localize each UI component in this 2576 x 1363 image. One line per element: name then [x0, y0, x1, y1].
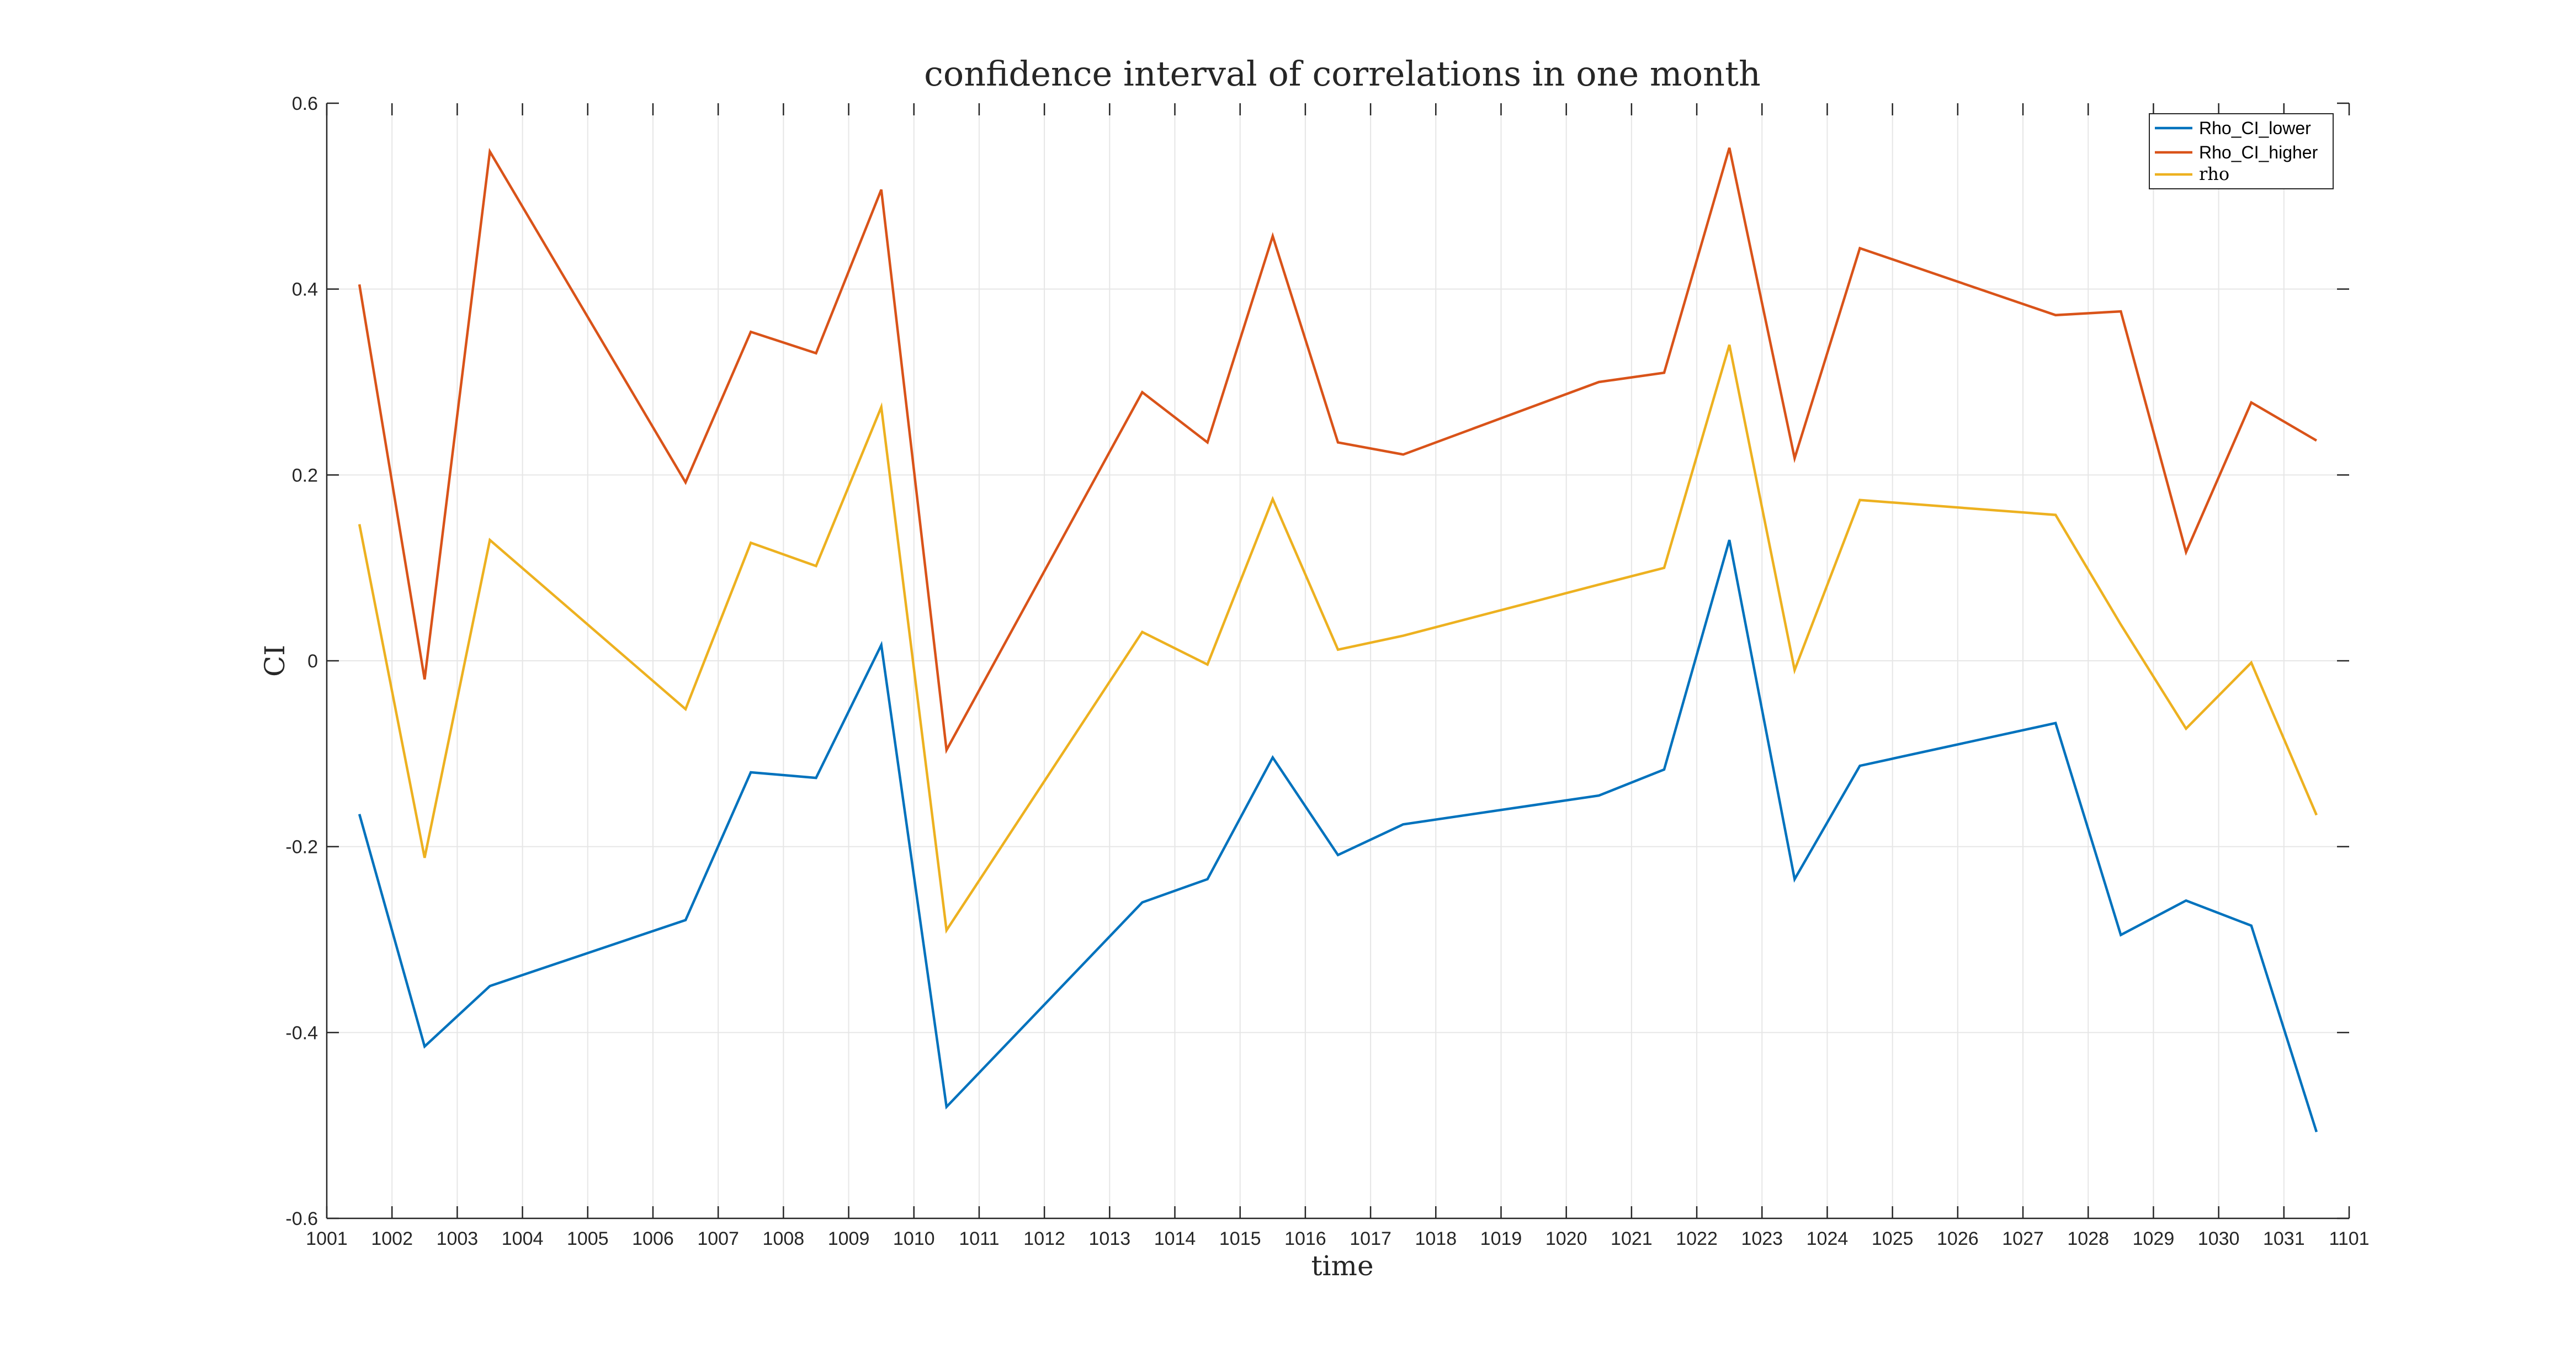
x-tick-label: 1012	[1023, 1228, 1065, 1249]
x-tick-label: 1015	[1219, 1228, 1261, 1249]
x-tick-label: 1003	[437, 1228, 479, 1249]
x-tick-label: 1013	[1089, 1228, 1131, 1249]
legend-label-rho-ci-lower: Rho_CI_lower	[2199, 118, 2311, 138]
x-tick-label: 1011	[959, 1228, 999, 1249]
y-tick-label: -0.2	[285, 837, 318, 858]
x-tick-label: 1025	[1872, 1228, 1914, 1249]
x-tick-label: 1019	[1480, 1228, 1522, 1249]
x-tick-label: 1001	[306, 1228, 348, 1249]
x-tick-label: 1005	[567, 1228, 609, 1249]
x-tick-label: 1007	[697, 1228, 739, 1249]
tick-layer: 1001 1002 1003 1004 1005 1006 1007 1008 1009 1010…	[285, 93, 2369, 1249]
x-axis-label: time	[1311, 1250, 1373, 1282]
legend: Rho_CI_lower Rho_CI_higher rho	[2149, 113, 2334, 189]
x-tick-label: 1014	[1154, 1228, 1196, 1249]
x-tick-label: 1028	[2067, 1228, 2109, 1249]
y-tick-label: -0.6	[285, 1208, 318, 1229]
x-tick-label: 1027	[2002, 1228, 2044, 1249]
x-tick-label: 1030	[2198, 1228, 2240, 1249]
y-tick-label: 0.2	[292, 465, 318, 486]
y-tick-label: 0	[307, 651, 318, 672]
legend-label-rho: rho	[2199, 163, 2229, 184]
x-tick-label: 1026	[1937, 1228, 1979, 1249]
x-tick-label: 1004	[502, 1228, 544, 1249]
series-line-rho-ci-lower	[358, 539, 2318, 1133]
y-tick-label: 0.6	[292, 93, 318, 114]
y-axis-label: CI	[259, 645, 291, 677]
y-tick-label: -0.4	[285, 1022, 318, 1043]
x-tick-label: 1008	[763, 1228, 805, 1249]
series-line-rho	[358, 344, 2318, 934]
x-tick-label: 1017	[1350, 1228, 1391, 1249]
x-tick-label: 1029	[2133, 1228, 2175, 1249]
x-tick-label: 1023	[1741, 1228, 1783, 1249]
series-line-rho-ci-higher	[358, 147, 2318, 754]
legend-label-rho-ci-higher: Rho_CI_higher	[2199, 142, 2318, 162]
x-tick-label: 1010	[893, 1228, 935, 1249]
x-tick-label: 1016	[1284, 1228, 1326, 1249]
x-tick-label: 1101	[2329, 1228, 2369, 1249]
x-tick-label: 1022	[1676, 1228, 1718, 1249]
chart-title: confidence interval of correlations in o…	[924, 54, 1761, 94]
x-tick-label: 1021	[1611, 1228, 1653, 1249]
x-tick-label: 1031	[2263, 1228, 2305, 1249]
series-layer	[358, 147, 2318, 1133]
grid-layer	[327, 103, 2349, 1218]
y-tick-label: 0.4	[292, 279, 318, 300]
x-tick-label: 1018	[1415, 1228, 1457, 1249]
x-tick-label: 1020	[1545, 1228, 1587, 1249]
x-tick-label: 1024	[1807, 1228, 1849, 1249]
x-tick-label: 1002	[371, 1228, 413, 1249]
x-tick-label: 1006	[632, 1228, 674, 1249]
x-tick-label: 1009	[828, 1228, 870, 1249]
